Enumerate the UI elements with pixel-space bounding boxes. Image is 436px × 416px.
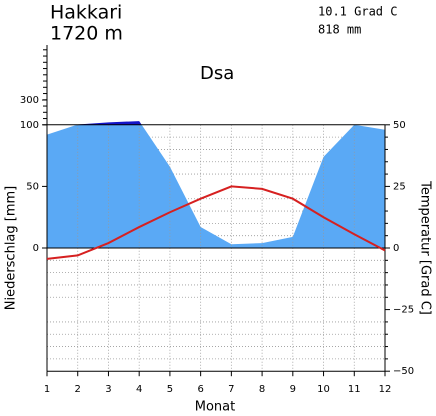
annotation: Dsa [200,63,234,84]
y-tick-label: 50 [26,181,39,192]
y-tick-label: 300 [20,95,39,106]
x-tick-label: 6 [197,384,203,395]
y2-tick-label: 50 [393,120,406,131]
x-tick-label: 8 [259,384,265,395]
y2-axis-label: Temperatur [Grad C] [418,180,433,315]
y2-tick-label: 25 [393,181,406,192]
y2-tick-label: −50 [393,366,414,377]
y2-tick-label: 0 [393,243,399,254]
y-tick-label: 0 [33,243,39,254]
y-axis-label: Niederschlag [mm] [4,186,19,311]
chart-title: Hakkari [50,2,122,24]
x-tick-label: 3 [105,384,111,395]
x-tick-label: 2 [75,384,81,395]
x-tick-label: 1 [44,384,50,395]
annotation: 818 mm [318,23,361,37]
chart-subtitle: 1720 m [50,23,123,45]
y2-tick-label: −25 [393,305,414,316]
y-tick-label: 100 [20,120,39,131]
precipitation-area [47,124,385,248]
x-tick-label: 12 [379,384,392,395]
x-tick-label: 11 [348,384,361,395]
temperature-line [46,185,386,260]
x-tick-label: 5 [167,384,173,395]
x-tick-label: 10 [317,384,330,395]
x-tick-label: 7 [228,384,234,395]
annotation: 10.1 Grad C [318,5,397,19]
x-axis-label: Monat [195,400,235,415]
x-tick-label: 9 [290,384,296,395]
x-tick-label: 4 [136,384,142,395]
